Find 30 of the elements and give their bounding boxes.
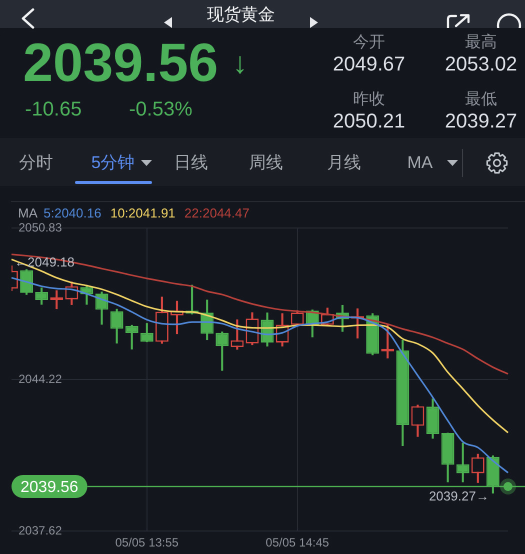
text: 分时 [19,153,53,173]
text: 最高 [465,34,497,52]
text: 10:2041.91 [110,206,176,221]
text: ↓ [232,46,248,82]
text: 周线 [249,153,283,173]
text: -0.53% [129,98,192,122]
legend-title: MA [18,206,38,221]
text: 2039.56 [23,32,218,94]
y-tick-label: 2044.22 [18,372,62,386]
text: 2053.02 [444,54,518,76]
text: 5:2040.16 [44,206,102,221]
y-tick-label: 2050.83 [18,220,62,234]
text: 2039.27 [444,110,518,134]
text: 2049.67 [332,54,406,76]
chart-title: 现货黄金 [207,5,275,25]
text: 22:2044.47 [184,206,250,221]
text: 2050.21 [332,110,406,134]
annotation: 2039.27→ [428,488,489,504]
y-tick-label: 2037.62 [18,523,62,538]
text: 月线 [327,153,361,173]
ref-line-label: 2039.56 [20,478,78,496]
x-tick-label: 05/05 13:55 [115,536,179,550]
text: 最低 [465,90,497,110]
text: 日线 [174,153,208,173]
text: 昨收 [353,90,385,110]
text: 5分钟 [91,153,135,173]
text: 今开 [353,34,385,52]
text: MA [407,153,433,173]
text: -10.65 [25,98,82,122]
x-tick-label: 05/05 14:45 [266,536,330,550]
